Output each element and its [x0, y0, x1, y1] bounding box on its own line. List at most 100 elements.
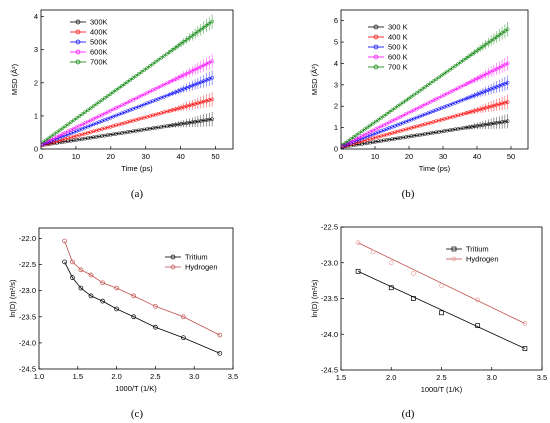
legend-entry: 700K — [70, 58, 108, 67]
data-point — [119, 84, 124, 88]
data-point — [128, 119, 133, 124]
data-point — [77, 137, 82, 142]
y-tick-label: 2 — [34, 78, 38, 87]
legend-marker — [75, 59, 81, 65]
data-point — [393, 136, 397, 141]
data-point — [156, 125, 161, 130]
data-point — [409, 94, 414, 99]
data-point — [373, 135, 378, 140]
legend-marker — [373, 24, 379, 30]
data-point — [431, 130, 436, 135]
data-point — [165, 109, 169, 114]
legend-entry: 300 K — [368, 23, 408, 32]
data-point — [63, 124, 68, 129]
caption-c: (c) — [131, 408, 144, 420]
x-tick-label: 3.0 — [189, 372, 199, 381]
data-point — [401, 135, 406, 140]
x-tick-label: 3.5 — [228, 372, 238, 381]
series-600k — [340, 56, 510, 148]
data-point — [153, 303, 158, 309]
legend-marker — [75, 49, 81, 55]
y-tick-label: -22.0 — [19, 234, 36, 243]
data-point — [362, 141, 367, 146]
data-point — [450, 127, 455, 132]
data-point — [398, 102, 403, 107]
data-point — [420, 87, 425, 91]
data-point — [217, 332, 223, 338]
data-point — [453, 127, 458, 132]
data-point — [387, 137, 392, 142]
data-point — [108, 92, 113, 96]
data-point — [360, 139, 364, 144]
legend-marker — [170, 254, 176, 260]
data-point — [426, 131, 430, 136]
data-point — [376, 117, 381, 122]
data-point — [461, 111, 466, 116]
data-point — [74, 116, 79, 121]
legend-label: 300 K — [388, 23, 408, 32]
data-point — [94, 102, 99, 106]
data-point — [412, 133, 417, 138]
data-point — [376, 139, 381, 144]
fit-line — [357, 270, 526, 349]
y-axis-label: MSD (Å²) — [10, 63, 19, 95]
legend-label: 400K — [90, 28, 108, 37]
data-point — [398, 136, 403, 140]
data-point — [125, 80, 130, 84]
data-point — [70, 259, 75, 265]
data-point — [122, 130, 127, 135]
data-point — [459, 126, 463, 131]
data-point — [88, 293, 94, 299]
data-point — [52, 132, 56, 137]
data-point — [105, 133, 110, 137]
data-point — [153, 125, 158, 130]
data-point — [423, 85, 427, 89]
data-point — [114, 88, 118, 92]
x-tick-label: 10 — [371, 152, 379, 161]
legend-entry: 400 K — [368, 33, 408, 42]
legend-label: Hydrogen — [185, 263, 218, 272]
data-point — [66, 122, 70, 127]
data-point — [461, 58, 466, 62]
data-point — [145, 66, 150, 70]
series-tritium — [62, 259, 223, 356]
data-point — [368, 137, 373, 141]
data-point — [428, 120, 433, 125]
data-point — [459, 60, 463, 64]
legend-marker — [373, 34, 379, 40]
data-point — [355, 268, 361, 274]
data-point — [80, 112, 85, 117]
data-point — [55, 130, 59, 135]
data-point — [393, 106, 397, 111]
legend-label: 500K — [90, 38, 108, 47]
data-point — [114, 123, 118, 128]
data-point — [153, 59, 158, 64]
data-point — [448, 128, 452, 133]
data-point — [445, 128, 449, 133]
data-point — [371, 121, 375, 126]
data-point — [86, 130, 90, 135]
data-point — [102, 133, 107, 138]
series-300k — [40, 112, 214, 147]
data-point — [78, 285, 84, 291]
data-point — [156, 85, 161, 90]
data-point — [91, 117, 96, 121]
data-point — [43, 138, 48, 143]
data-point — [384, 132, 389, 137]
data-point — [69, 120, 73, 125]
data-point — [117, 86, 121, 90]
data-point — [437, 130, 441, 134]
data-point — [340, 142, 345, 147]
data-point — [450, 65, 455, 70]
legend-label: 400 K — [388, 33, 408, 42]
data-point — [346, 139, 351, 143]
legend-label: 700K — [90, 58, 108, 67]
data-point — [136, 117, 141, 121]
data-point — [142, 68, 147, 72]
data-point — [100, 127, 104, 131]
data-point — [150, 62, 155, 66]
x-tick-label: 30 — [142, 152, 150, 161]
data-point — [522, 346, 528, 351]
data-point — [88, 272, 94, 278]
y-tick-label: 4 — [334, 59, 338, 68]
